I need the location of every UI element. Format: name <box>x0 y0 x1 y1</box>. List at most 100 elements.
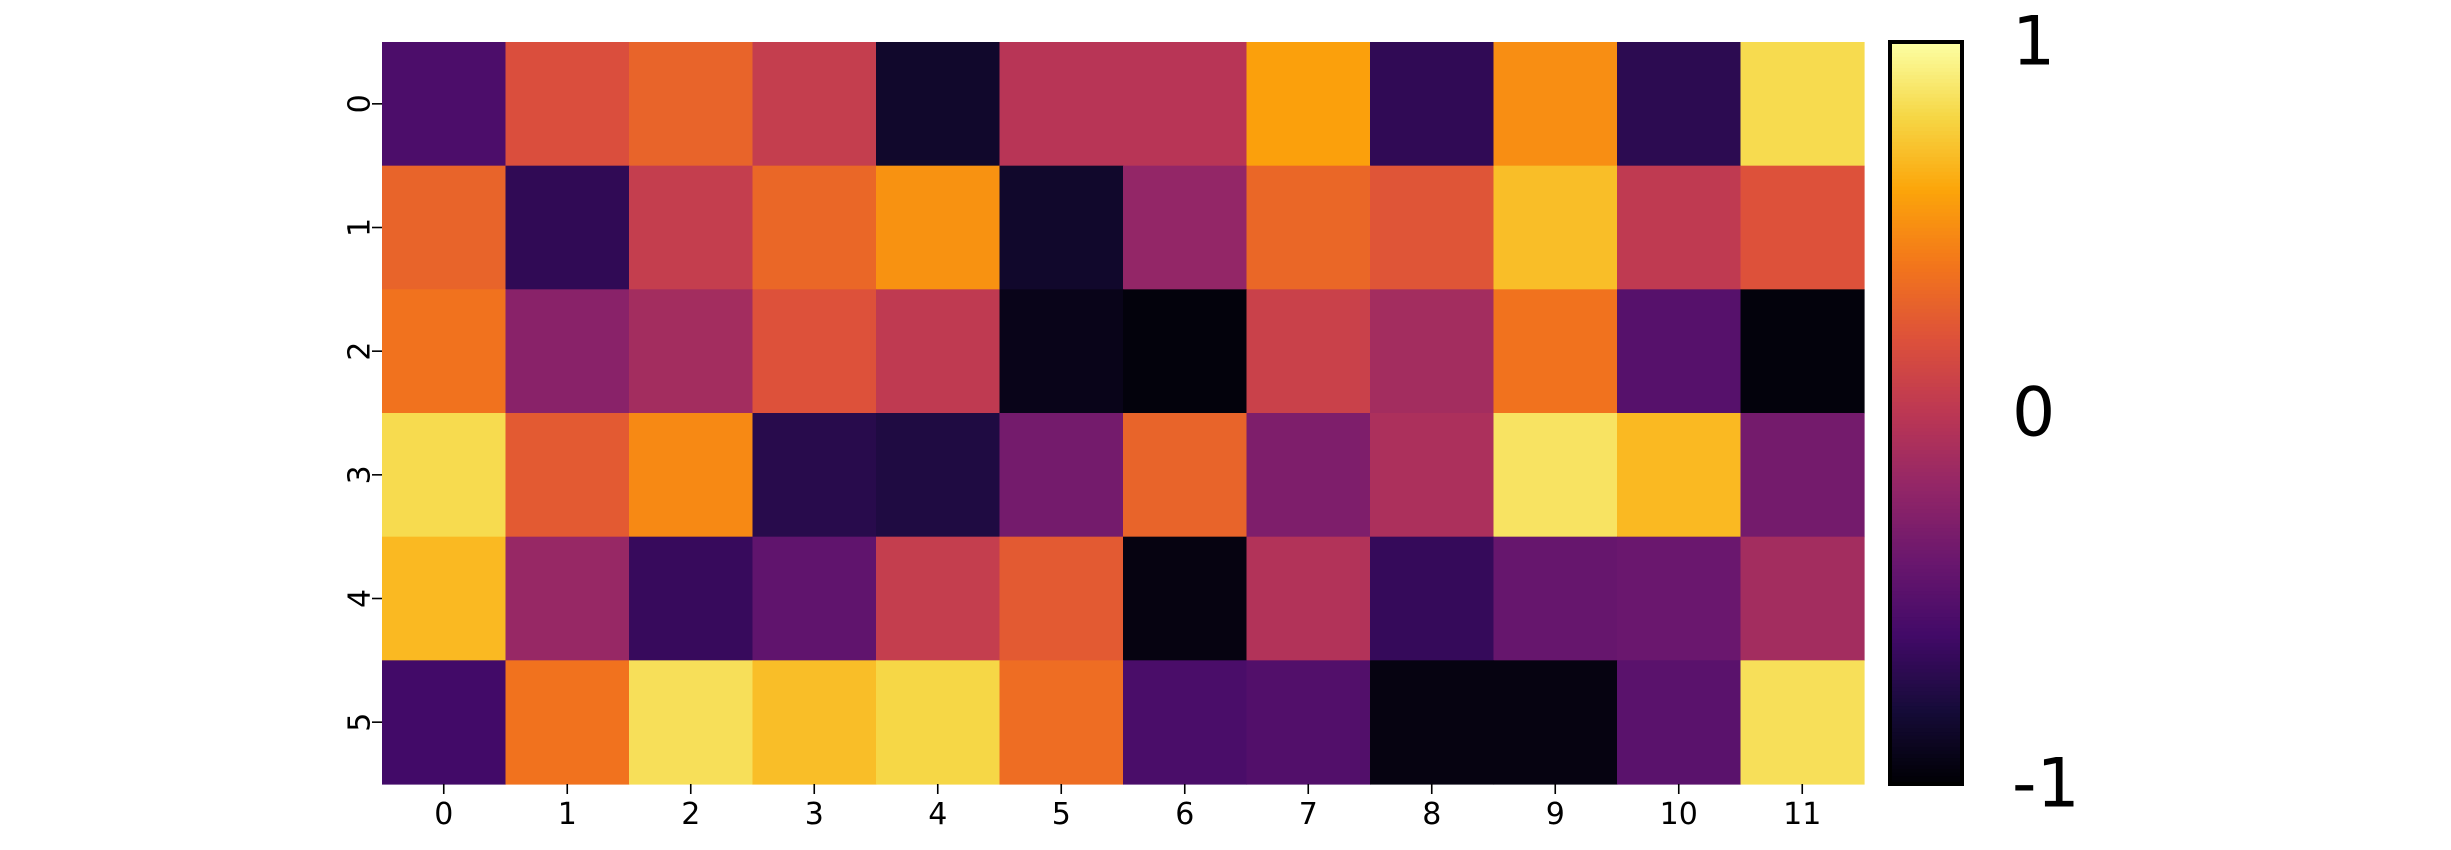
colorbar-segment <box>1890 583 1962 588</box>
colorbar-segment <box>1890 609 1962 614</box>
colorbar-segment <box>1890 364 1962 370</box>
heatmap-cell-r4-c7 <box>1246 536 1371 661</box>
colorbar-segment <box>1890 546 1962 551</box>
colorbar-segment <box>1890 750 1962 755</box>
colorbar-tick-label: 0 <box>2012 374 2055 453</box>
colorbar-segment <box>1890 765 1962 770</box>
colorbar-segment <box>1890 680 1962 685</box>
colorbar-segment <box>1890 628 1962 633</box>
heatmap-cell-r0-c8 <box>1370 42 1495 167</box>
heatmap-cell-r2-c1 <box>505 289 630 414</box>
heatmap-cell-r2-c7 <box>1246 289 1371 414</box>
colorbar-segment <box>1890 490 1962 496</box>
colorbar-segment <box>1890 160 1962 166</box>
colorbar-segment <box>1890 279 1962 284</box>
colorbar-segment <box>1890 82 1962 88</box>
heatmap-cell-r1-c11 <box>1740 165 1865 290</box>
heatmap-cell-r2-c8 <box>1370 289 1495 414</box>
heatmap-cell-r2-c4 <box>876 289 1001 414</box>
colorbar-frame <box>1888 40 1964 786</box>
heatmap-cell-r5-c2 <box>629 660 754 785</box>
colorbar-segment <box>1890 468 1962 473</box>
heatmap-cell-r3-c0 <box>382 413 507 538</box>
colorbar-segment <box>1890 531 1962 537</box>
x-tick-label: 9 <box>1546 797 1565 832</box>
heatmap-cell-r0-c9 <box>1493 42 1618 167</box>
heatmap-cell-r0-c2 <box>629 42 754 167</box>
colorbar-segment <box>1890 643 1962 648</box>
colorbar-segment <box>1890 246 1962 251</box>
colorbar-segment <box>1890 368 1962 373</box>
colorbar-segment <box>1890 275 1962 281</box>
colorbar-segment <box>1890 257 1962 262</box>
colorbar-segment <box>1890 505 1962 511</box>
heatmap-cell-r1-c0 <box>382 165 507 290</box>
colorbar-segment <box>1890 761 1962 767</box>
colorbar-segment <box>1890 420 1962 425</box>
colorbar-segment <box>1890 687 1962 692</box>
colorbar-segment <box>1890 550 1962 555</box>
colorbar-segment <box>1890 316 1962 321</box>
colorbar-segment <box>1890 197 1962 203</box>
colorbar-segment <box>1890 327 1962 332</box>
colorbar-segment <box>1890 64 1962 69</box>
heatmap-cell-r0-c0 <box>382 42 507 167</box>
colorbar-segment <box>1890 346 1962 351</box>
x-tick-label: 2 <box>681 797 700 832</box>
colorbar-segment <box>1890 405 1962 410</box>
colorbar-segment <box>1890 116 1962 121</box>
colorbar-segment <box>1890 624 1962 629</box>
colorbar-segment <box>1890 138 1962 143</box>
colorbar-segment <box>1890 457 1962 462</box>
colorbar-segment <box>1890 472 1962 477</box>
heatmap-cell-r5-c8 <box>1370 660 1495 785</box>
colorbar-segment <box>1890 401 1962 407</box>
colorbar-segment <box>1890 605 1962 611</box>
colorbar-segment <box>1890 479 1962 485</box>
colorbar-segment <box>1890 260 1962 266</box>
colorbar-segment <box>1890 513 1962 518</box>
colorbar-segment <box>1890 720 1962 726</box>
colorbar-segment <box>1890 438 1962 444</box>
heatmap-cell-r4-c6 <box>1123 536 1248 661</box>
y-tick-label: 1 <box>343 218 378 237</box>
colorbar-segment <box>1890 375 1962 381</box>
colorbar-segment <box>1890 594 1962 600</box>
colorbar-segment <box>1890 576 1962 581</box>
colorbar-tick-label: -1 <box>2012 745 2080 824</box>
colorbar-segment <box>1890 164 1962 169</box>
colorbar-segment <box>1890 657 1962 663</box>
heatmap-cell-r4-c2 <box>629 536 754 661</box>
colorbar-segment <box>1890 713 1962 718</box>
colorbar-segment <box>1890 450 1962 455</box>
colorbar-segment <box>1890 735 1962 741</box>
colorbar-segment <box>1890 42 1962 47</box>
colorbar-segment <box>1890 123 1962 128</box>
heatmap-cell-r4-c0 <box>382 536 507 661</box>
colorbar-segment <box>1890 683 1962 689</box>
colorbar-segment <box>1890 631 1962 637</box>
colorbar-segment <box>1890 153 1962 158</box>
colorbar-segment <box>1890 654 1962 659</box>
colorbar-segment <box>1890 502 1962 507</box>
colorbar-segment <box>1890 75 1962 80</box>
colorbar-segment <box>1890 461 1962 466</box>
colorbar-segment <box>1890 182 1962 188</box>
colorbar-segment <box>1890 613 1962 618</box>
colorbar-segment <box>1890 86 1962 91</box>
colorbar-segment <box>1890 431 1962 436</box>
colorbar-segment <box>1890 557 1962 562</box>
colorbar-segment <box>1890 372 1962 377</box>
colorbar-segment <box>1890 383 1962 388</box>
colorbar-segment <box>1890 56 1962 62</box>
colorbar-segment <box>1890 639 1962 644</box>
colorbar-segment <box>1890 320 1962 325</box>
heatmap-cell-r0-c7 <box>1246 42 1371 167</box>
colorbar-segment <box>1890 212 1962 217</box>
heatmap-cell-r5-c10 <box>1617 660 1742 785</box>
colorbar-segment <box>1890 142 1962 147</box>
heatmap-cell-r0-c10 <box>1617 42 1742 167</box>
colorbar-segment <box>1890 249 1962 255</box>
colorbar-segment <box>1890 542 1962 548</box>
colorbar-segment <box>1890 190 1962 195</box>
